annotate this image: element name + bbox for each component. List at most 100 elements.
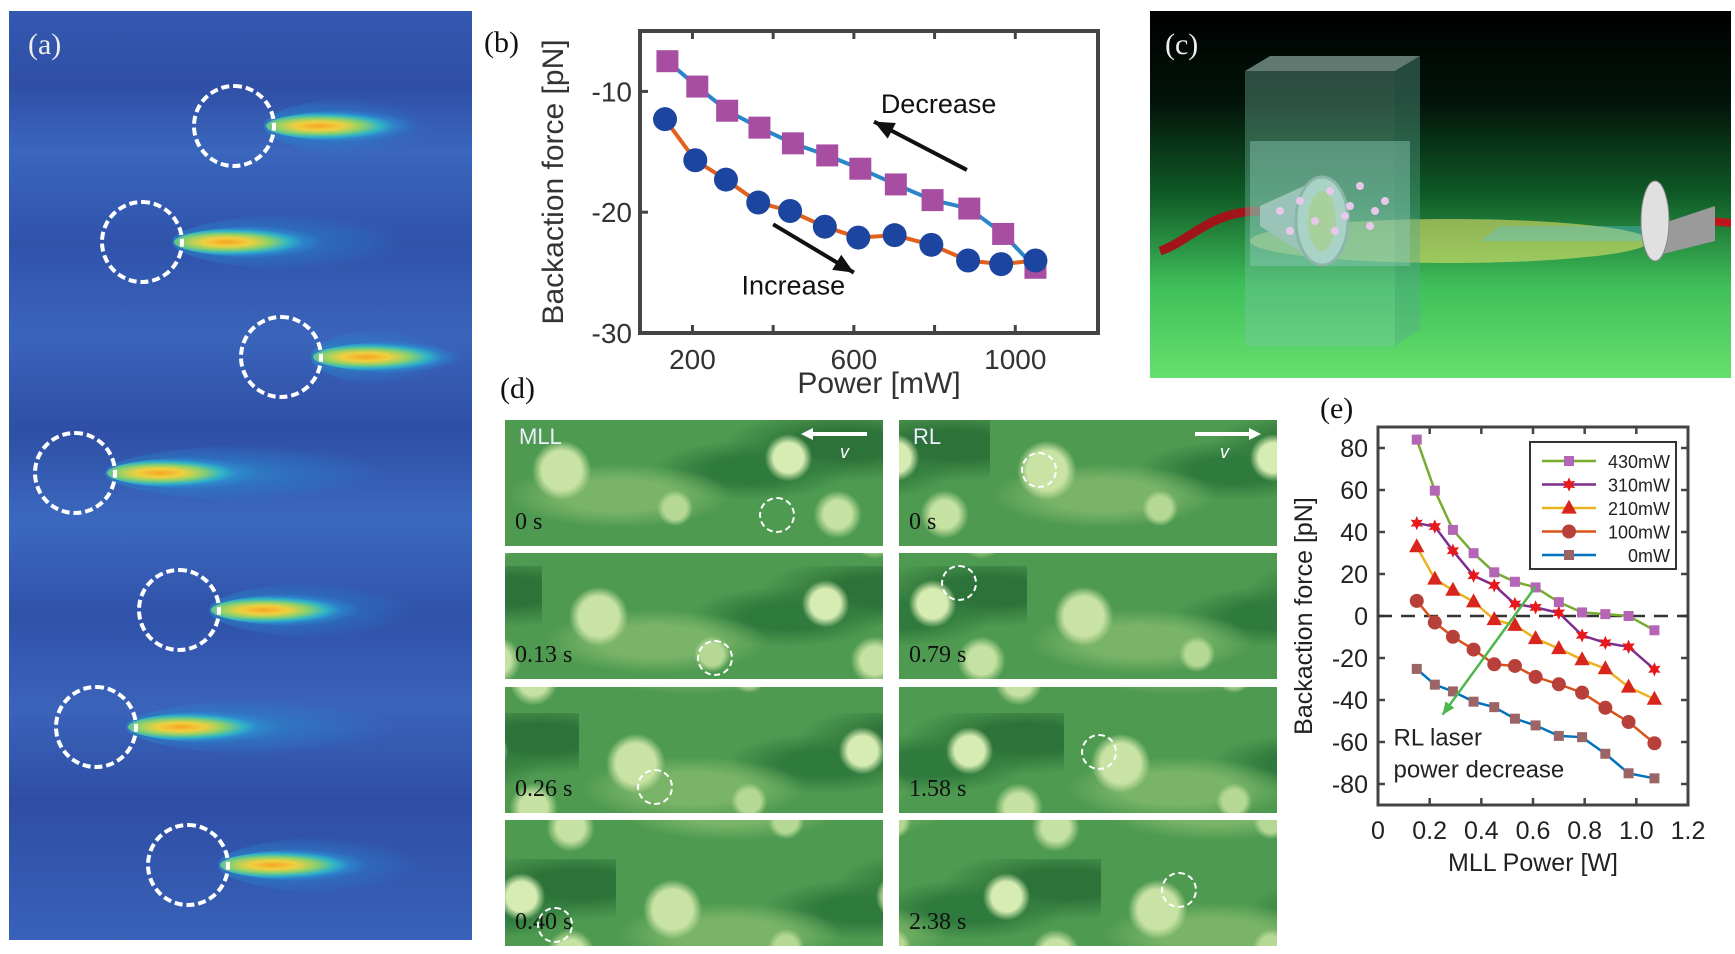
data-point — [1411, 663, 1422, 674]
data-point — [716, 99, 739, 122]
tracked-particle-circle — [1161, 872, 1197, 908]
x-axis-label: MLL Power [W] — [1448, 849, 1618, 877]
x-axis-label: Power [mW] — [797, 367, 960, 400]
data-point — [1429, 679, 1440, 690]
microscopy-frame: 0 s MLL v — [505, 420, 883, 546]
frame-time-label: 0 s — [909, 509, 937, 535]
frame-column-label: MLL — [519, 424, 562, 449]
data-point — [882, 223, 907, 248]
x-tick-label: 1.2 — [1671, 817, 1706, 845]
particle-dashed-circle — [192, 84, 276, 168]
data-point — [781, 132, 804, 155]
data-point — [1551, 640, 1567, 655]
data-point — [992, 222, 1015, 245]
data-point — [1468, 696, 1479, 707]
data-point — [958, 197, 981, 220]
frame-time-label: 0.13 s — [515, 642, 573, 668]
data-point — [1427, 615, 1442, 630]
y-tick-label: 40 — [1340, 519, 1368, 547]
data-point — [1427, 570, 1443, 585]
data-point — [1509, 576, 1520, 587]
data-point — [1529, 600, 1542, 615]
data-point — [1600, 748, 1611, 759]
data-point — [1552, 605, 1565, 620]
data-point — [1575, 685, 1590, 700]
hotspot-jet — [128, 710, 368, 744]
data-point — [1447, 686, 1458, 697]
data-point — [1646, 690, 1663, 705]
data-point — [816, 144, 839, 167]
x-tick-label: 600 — [831, 344, 878, 375]
data-point — [1446, 543, 1460, 558]
panel-label-d: (d) — [500, 372, 535, 405]
annotation-arrow-head — [874, 121, 896, 139]
data-point — [1597, 660, 1614, 675]
data-point — [1648, 662, 1661, 677]
velocity-arrow-right-icon — [1195, 428, 1261, 440]
data-point — [1622, 639, 1635, 654]
data-point — [1509, 713, 1520, 724]
data-point — [1621, 715, 1636, 730]
data-point — [1445, 629, 1460, 644]
tracked-particle-circle — [759, 497, 795, 533]
y-axis-label: Backaction force [pN] — [1290, 497, 1318, 735]
data-point — [812, 214, 837, 239]
frame-time-label: 0.79 s — [909, 642, 967, 668]
hotspot-jet — [211, 593, 451, 627]
annotation-arrow-head — [832, 254, 854, 273]
data-point — [746, 190, 771, 215]
y-tick-label: -10 — [592, 76, 632, 107]
data-point — [1467, 568, 1480, 583]
legend-label: 430mW — [1608, 452, 1670, 472]
legend-label: 100mW — [1608, 523, 1670, 543]
legend-marker — [1564, 456, 1574, 466]
microscopy-frame: 0.13 s — [505, 553, 883, 679]
y-tick-label: 60 — [1340, 477, 1368, 505]
data-point — [1553, 730, 1564, 741]
data-point — [1447, 524, 1458, 535]
x-tick-label: 0.8 — [1567, 817, 1602, 845]
velocity-label: v — [1220, 442, 1229, 462]
legend-marker — [1564, 550, 1574, 560]
particle-dashed-circle — [54, 685, 138, 769]
frame-time-label: 1.58 s — [909, 776, 967, 802]
legend-box — [1529, 441, 1677, 570]
data-point — [1528, 669, 1543, 684]
y-tick-label: -80 — [1332, 771, 1368, 799]
data-point — [1551, 677, 1566, 692]
particle-dashed-circle — [146, 823, 230, 907]
panel-label-a: (a) — [28, 28, 62, 61]
hotspot-jet — [174, 225, 414, 259]
hotspot-jet — [266, 109, 472, 143]
legend-marker — [1561, 499, 1577, 514]
microscopy-frame: 0 s RL v — [899, 420, 1277, 546]
data-point — [1599, 635, 1612, 650]
data-point — [686, 75, 709, 98]
microscopy-frame: 0.26 s — [505, 687, 883, 813]
setup-illustration — [1158, 56, 1731, 346]
data-point — [1577, 607, 1588, 618]
annotation-increase: Increase — [742, 270, 846, 300]
y-tick-label: -60 — [1332, 729, 1368, 757]
data-point — [956, 248, 981, 273]
y-tick-label: -40 — [1332, 687, 1368, 715]
data-point — [1429, 485, 1440, 496]
data-point — [713, 167, 738, 192]
x-tick-label: 1000 — [984, 344, 1046, 375]
legend-marker — [1562, 524, 1576, 539]
data-point — [1487, 657, 1502, 672]
x-tick-label: 0 — [1371, 817, 1385, 845]
data-point — [1623, 611, 1634, 621]
data-point — [849, 157, 872, 180]
data-point — [1411, 434, 1422, 445]
data-point — [1489, 702, 1500, 713]
data-point — [1574, 651, 1590, 666]
data-point — [1445, 581, 1461, 596]
data-point — [1600, 609, 1611, 620]
data-point — [1620, 678, 1637, 693]
setup-render-image — [1150, 11, 1731, 378]
data-point — [1409, 593, 1424, 608]
data-point — [1488, 578, 1501, 593]
y-tick-label: -30 — [592, 318, 632, 349]
